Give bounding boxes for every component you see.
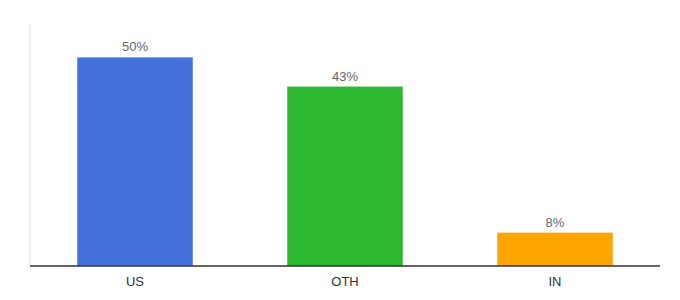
bar bbox=[287, 87, 403, 266]
bar bbox=[497, 233, 613, 266]
x-tick-label: OTH bbox=[331, 274, 358, 289]
data-label: 8% bbox=[546, 215, 565, 230]
y-axis-line bbox=[30, 24, 31, 266]
chart-container: 50% US 43% OTH 8% IN bbox=[0, 0, 680, 300]
labels: 50% US 43% OTH 8% IN bbox=[122, 39, 565, 289]
data-label: 43% bbox=[332, 69, 358, 84]
data-label: 50% bbox=[122, 39, 148, 54]
bar bbox=[77, 57, 193, 266]
x-axis-line bbox=[30, 265, 660, 267]
bars bbox=[77, 57, 613, 266]
x-tick-label: US bbox=[126, 274, 144, 289]
x-tick-label: IN bbox=[549, 274, 562, 289]
chart: 50% US 43% OTH 8% IN bbox=[0, 0, 680, 300]
